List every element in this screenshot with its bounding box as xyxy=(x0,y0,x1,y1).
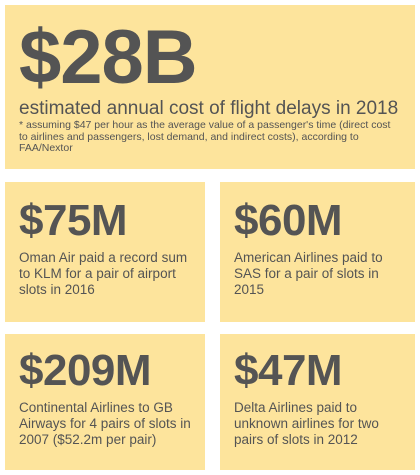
fact-description: Oman Air paid a record sum to KLM for a … xyxy=(19,250,188,297)
fact-card-delta-airlines: $47M Delta Airlines paid to unknown airl… xyxy=(220,334,415,470)
fact-description: Delta Airlines paid to unknown airlines … xyxy=(234,400,379,447)
headline-footnote: * assuming $47 per hour as the average v… xyxy=(19,119,391,154)
headline-figure: $28B xyxy=(19,15,198,100)
fact-card-oman-air: $75M Oman Air paid a record sum to KLM f… xyxy=(5,182,205,322)
fact-figure: $60M xyxy=(234,196,343,245)
fact-figure: $47M xyxy=(234,346,343,395)
headline-description: estimated annual cost of flight delays i… xyxy=(19,98,399,119)
fact-description: Continental Airlines to GB Airways for 4… xyxy=(19,400,191,447)
fact-figure: $209M xyxy=(19,346,152,395)
fact-card-continental-airlines: $209M Continental Airlines to GB Airways… xyxy=(5,334,205,470)
fact-description: American Airlines paid to SAS for a pair… xyxy=(234,250,383,297)
headline-card: $28B estimated annual cost of flight del… xyxy=(5,5,415,169)
fact-card-american-airlines: $60M American Airlines paid to SAS for a… xyxy=(220,182,415,322)
fact-figure: $75M xyxy=(19,196,128,245)
